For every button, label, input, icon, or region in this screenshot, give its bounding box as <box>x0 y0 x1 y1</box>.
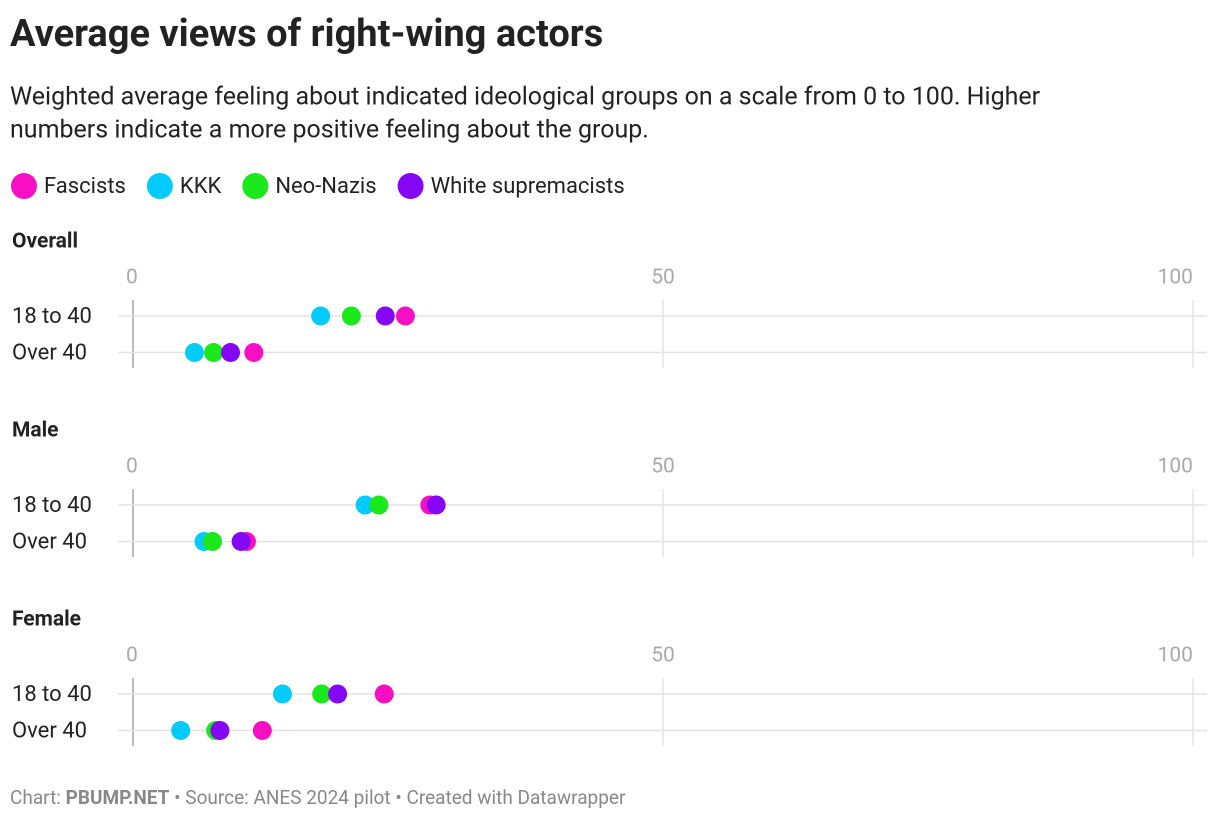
chart-title: Average views of right-wing actors <box>10 12 603 56</box>
dot <box>231 532 251 551</box>
panel-title: Male <box>12 419 59 443</box>
legend-swatch <box>242 173 269 199</box>
panel-title: Female <box>12 608 81 632</box>
panel-title: Overall <box>12 230 78 254</box>
dot <box>221 343 241 362</box>
x-tick-label: 50 <box>651 266 675 290</box>
subtitle: Weighted average feeling about indicated… <box>10 83 1041 112</box>
dot <box>311 306 331 326</box>
footer-credit: PBUMP.NET <box>66 786 170 809</box>
x-tick-label: 100 <box>1158 644 1193 668</box>
legend-swatch <box>397 173 424 199</box>
y-category-label: 18 to 40 <box>12 304 92 329</box>
dot <box>341 306 361 326</box>
x-tick-label: 0 <box>126 644 138 668</box>
dot <box>426 495 446 515</box>
y-category-label: Over 40 <box>12 529 87 554</box>
dot <box>204 343 224 362</box>
legend-swatch <box>11 173 37 199</box>
x-tick-label: 100 <box>1158 266 1193 290</box>
legend-label: White supremacists <box>431 174 625 199</box>
dot <box>184 343 204 362</box>
dot <box>369 495 389 515</box>
legend-label: Fascists <box>44 174 126 199</box>
dot <box>328 684 348 704</box>
dot <box>375 306 395 326</box>
footer-prefix: Chart: <box>10 786 61 809</box>
footer: Chart: PBUMP.NET • Source: ANES 2024 pil… <box>10 786 626 809</box>
subtitle: numbers indicate a more positive feeling… <box>10 116 649 145</box>
dot <box>244 343 264 362</box>
legend-label: Neo-Nazis <box>275 174 376 199</box>
dot <box>374 684 394 704</box>
dot <box>171 721 191 740</box>
x-tick-label: 50 <box>651 644 675 668</box>
footer-rest: • Source: ANES 2024 pilot • Created with… <box>174 786 626 809</box>
x-tick-label: 0 <box>126 266 138 290</box>
y-category-label: Over 40 <box>12 340 87 365</box>
y-category-label: 18 to 40 <box>12 682 92 707</box>
dot <box>395 306 415 326</box>
dot <box>355 495 375 515</box>
dot <box>210 721 230 740</box>
dot <box>312 684 332 704</box>
x-tick-label: 100 <box>1158 455 1193 479</box>
dot <box>252 721 272 740</box>
dot <box>272 684 292 704</box>
y-category-label: Over 40 <box>12 718 87 743</box>
x-tick-label: 0 <box>126 455 138 479</box>
legend-label: KKK <box>180 174 222 199</box>
legend-swatch <box>146 173 173 199</box>
y-category-label: 18 to 40 <box>12 493 92 518</box>
dot <box>203 532 222 551</box>
x-tick-label: 50 <box>651 455 675 479</box>
